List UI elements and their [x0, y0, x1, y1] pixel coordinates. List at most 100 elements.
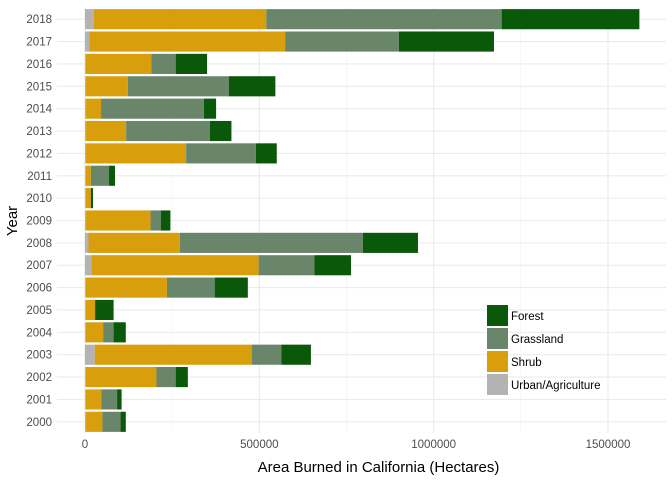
y-tick-label: 2002: [26, 372, 52, 384]
y-tick-label: 2001: [26, 394, 52, 406]
bar-forest-2000: [120, 411, 126, 432]
y-tick-label: 2007: [26, 260, 52, 272]
bar-layer: [85, 9, 640, 432]
bar-grassland-2011: [90, 165, 110, 186]
bar-urban-agriculture-2000: [85, 411, 87, 432]
bar-urban-agriculture-2017: [85, 31, 90, 52]
legend-label-forest: Forest: [511, 311, 544, 323]
bar-forest-2008: [362, 232, 418, 253]
bar-forest-2006: [214, 277, 248, 298]
legend-label-shrub: Shrub: [511, 357, 542, 369]
bar-shrub-2004: [85, 322, 104, 343]
legend: Forest Grassland Shrub Urban/Agriculture: [487, 305, 600, 395]
bar-urban-agriculture-2001: [85, 389, 86, 410]
bar-shrub-2015: [86, 76, 128, 97]
bar-forest-2018: [501, 9, 640, 30]
legend-label-grassland: Grassland: [511, 334, 563, 346]
bar-forest-2003: [281, 344, 311, 365]
bar-urban-agriculture-2011: [85, 165, 86, 186]
bar-urban-agriculture-2014: [85, 98, 87, 119]
bar-grassland-2007: [258, 255, 315, 276]
y-tick-label: 2003: [26, 350, 52, 362]
y-tick-label: 2009: [26, 216, 52, 228]
bar-grassland-2002: [156, 367, 176, 388]
bar-urban-agriculture-2004: [85, 322, 86, 343]
legend-key-urban-agriculture: [487, 374, 508, 395]
y-tick-label: 2005: [26, 305, 52, 317]
bar-urban-agriculture-2015: [85, 76, 87, 97]
bar-shrub-2013: [86, 120, 127, 142]
y-tick-label: 2018: [26, 14, 52, 26]
bar-forest-2017: [398, 31, 494, 52]
bar-shrub-2005: [85, 299, 96, 321]
bar-forest-2002: [175, 367, 188, 388]
x-tick-label: 1000000: [411, 439, 456, 451]
x-axis-title: Area Burned in California (Hectares): [258, 459, 500, 476]
y-tick-label: 2011: [27, 171, 52, 183]
y-tick-label: 2012: [26, 148, 52, 160]
bar-grassland-2018: [266, 9, 502, 30]
bar-urban-agriculture-2016: [85, 53, 86, 74]
bar-urban-agriculture-2006: [85, 277, 86, 298]
bar-forest-2007: [314, 255, 352, 276]
bar-forest-2004: [113, 322, 126, 343]
y-tick-label: 2013: [26, 126, 52, 138]
bar-urban-agriculture-2018: [85, 9, 94, 30]
bar-shrub-2017: [89, 31, 286, 52]
bar-forest-2012: [255, 143, 277, 164]
y-tick-label: 2006: [26, 283, 52, 295]
bar-urban-agriculture-2002: [85, 367, 86, 388]
bar-shrub-2003: [94, 344, 252, 365]
y-axis-title: Year: [4, 206, 21, 236]
bar-forest-2015: [228, 76, 276, 97]
bar-grassland-2008: [179, 232, 363, 253]
bar-grassland-2015: [127, 76, 229, 97]
bar-grassland-2004: [103, 322, 114, 343]
bar-grassland-2009: [150, 210, 162, 231]
y-tick-label: 2015: [26, 81, 52, 93]
bar-shrub-2000: [86, 411, 103, 432]
bar-shrub-2014: [86, 98, 102, 119]
bar-forest-2013: [209, 120, 232, 142]
bar-urban-agriculture-2013: [85, 120, 87, 142]
x-tick-label: 1500000: [586, 439, 631, 451]
legend-key-shrub: [487, 351, 508, 372]
bar-grassland-2003: [251, 344, 282, 365]
bar-grassland-2001: [101, 389, 118, 410]
y-tick-label: 2016: [26, 59, 52, 71]
bar-forest-2001: [117, 389, 122, 410]
legend-key-grassland: [487, 328, 508, 349]
bar-grassland-2013: [126, 120, 210, 142]
bar-grassland-2014: [101, 98, 204, 119]
bar-grassland-2017: [285, 31, 399, 52]
y-tick-label: 2000: [26, 417, 52, 429]
y-tick-label: 2017: [26, 37, 52, 49]
bar-forest-2005: [95, 299, 114, 321]
bar-shrub-2009: [86, 210, 151, 231]
bar-forest-2011: [109, 165, 115, 186]
bar-shrub-2010: [85, 188, 91, 209]
bar-shrub-2012: [86, 143, 187, 164]
bar-forest-2009: [161, 210, 171, 231]
y-tick-label: 2010: [26, 193, 52, 205]
legend-label-urban-agriculture: Urban/Agriculture: [511, 380, 600, 392]
y-tick-label: 2008: [26, 238, 52, 250]
y-tick-label: 2004: [26, 327, 52, 339]
bar-shrub-2011: [85, 165, 91, 186]
bar-shrub-2006: [85, 277, 167, 298]
bar-grassland-2000: [102, 411, 121, 432]
bar-shrub-2018: [93, 9, 267, 30]
bar-shrub-2002: [85, 367, 157, 388]
bar-urban-agriculture-2008: [85, 232, 89, 253]
x-tick-label: 0: [82, 439, 88, 451]
bar-urban-agriculture-2007: [85, 255, 92, 276]
bar-grassland-2012: [186, 143, 256, 164]
x-tick-label: 500000: [240, 439, 278, 451]
bar-grassland-2006: [166, 277, 215, 298]
bar-urban-agriculture-2005: [85, 299, 86, 321]
bar-grassland-2016: [151, 53, 176, 74]
bar-urban-agriculture-2003: [85, 344, 95, 365]
legend-key-forest: [487, 305, 508, 326]
